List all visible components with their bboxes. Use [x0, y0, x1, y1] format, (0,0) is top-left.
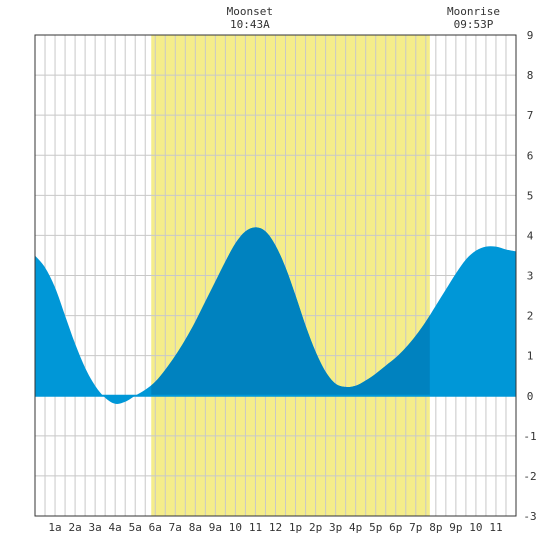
- x-tick-label: 5p: [369, 521, 382, 534]
- x-tick-label: 3p: [329, 521, 342, 534]
- y-tick-label: -2: [523, 470, 536, 483]
- annotation-label: Moonrise: [447, 5, 500, 18]
- x-tick-label: 12: [269, 521, 282, 534]
- y-tick-label: 5: [527, 189, 534, 202]
- x-tick-label: 9a: [209, 521, 222, 534]
- annotation-label: Moonset: [227, 5, 273, 18]
- y-tick-label: 7: [527, 109, 534, 122]
- y-tick-label: 4: [527, 229, 534, 242]
- x-tick-label: 1a: [48, 521, 61, 534]
- x-tick-label: 11: [489, 521, 502, 534]
- y-tick-label: -1: [523, 430, 536, 443]
- x-tick-label: 7a: [169, 521, 182, 534]
- x-tick-label: 1p: [289, 521, 302, 534]
- x-tick-label: 6a: [149, 521, 162, 534]
- y-tick-label: 0: [527, 390, 534, 403]
- plot-frame: [34, 34, 517, 517]
- y-tick-label: 8: [527, 69, 534, 82]
- y-tick-label: 6: [527, 149, 534, 162]
- x-tick-label: 7p: [409, 521, 422, 534]
- tide-area-daylight: [151, 227, 430, 396]
- x-tick-label: 2a: [68, 521, 81, 534]
- annotation-time: 09:53P: [454, 18, 494, 31]
- x-tick-label: 10: [469, 521, 482, 534]
- x-tick-label: 6p: [389, 521, 402, 534]
- x-tick-label: 8p: [429, 521, 442, 534]
- x-tick-label: 8a: [189, 521, 202, 534]
- x-tick-label: 9p: [449, 521, 462, 534]
- x-tick-label: 5a: [129, 521, 142, 534]
- y-tick-label: 3: [527, 270, 534, 283]
- y-tick-label: 1: [527, 350, 534, 363]
- x-tick-label: 11: [249, 521, 262, 534]
- y-tick-label: 9: [527, 29, 534, 42]
- x-tick-label: 2p: [309, 521, 322, 534]
- x-tick-label: 10: [229, 521, 242, 534]
- x-tick-label: 4p: [349, 521, 362, 534]
- annotation-time: 10:43A: [230, 18, 270, 31]
- y-tick-label: -3: [523, 510, 536, 523]
- y-tick-label: 2: [527, 310, 534, 323]
- x-tick-label: 3a: [89, 521, 102, 534]
- x-tick-label: 4a: [109, 521, 122, 534]
